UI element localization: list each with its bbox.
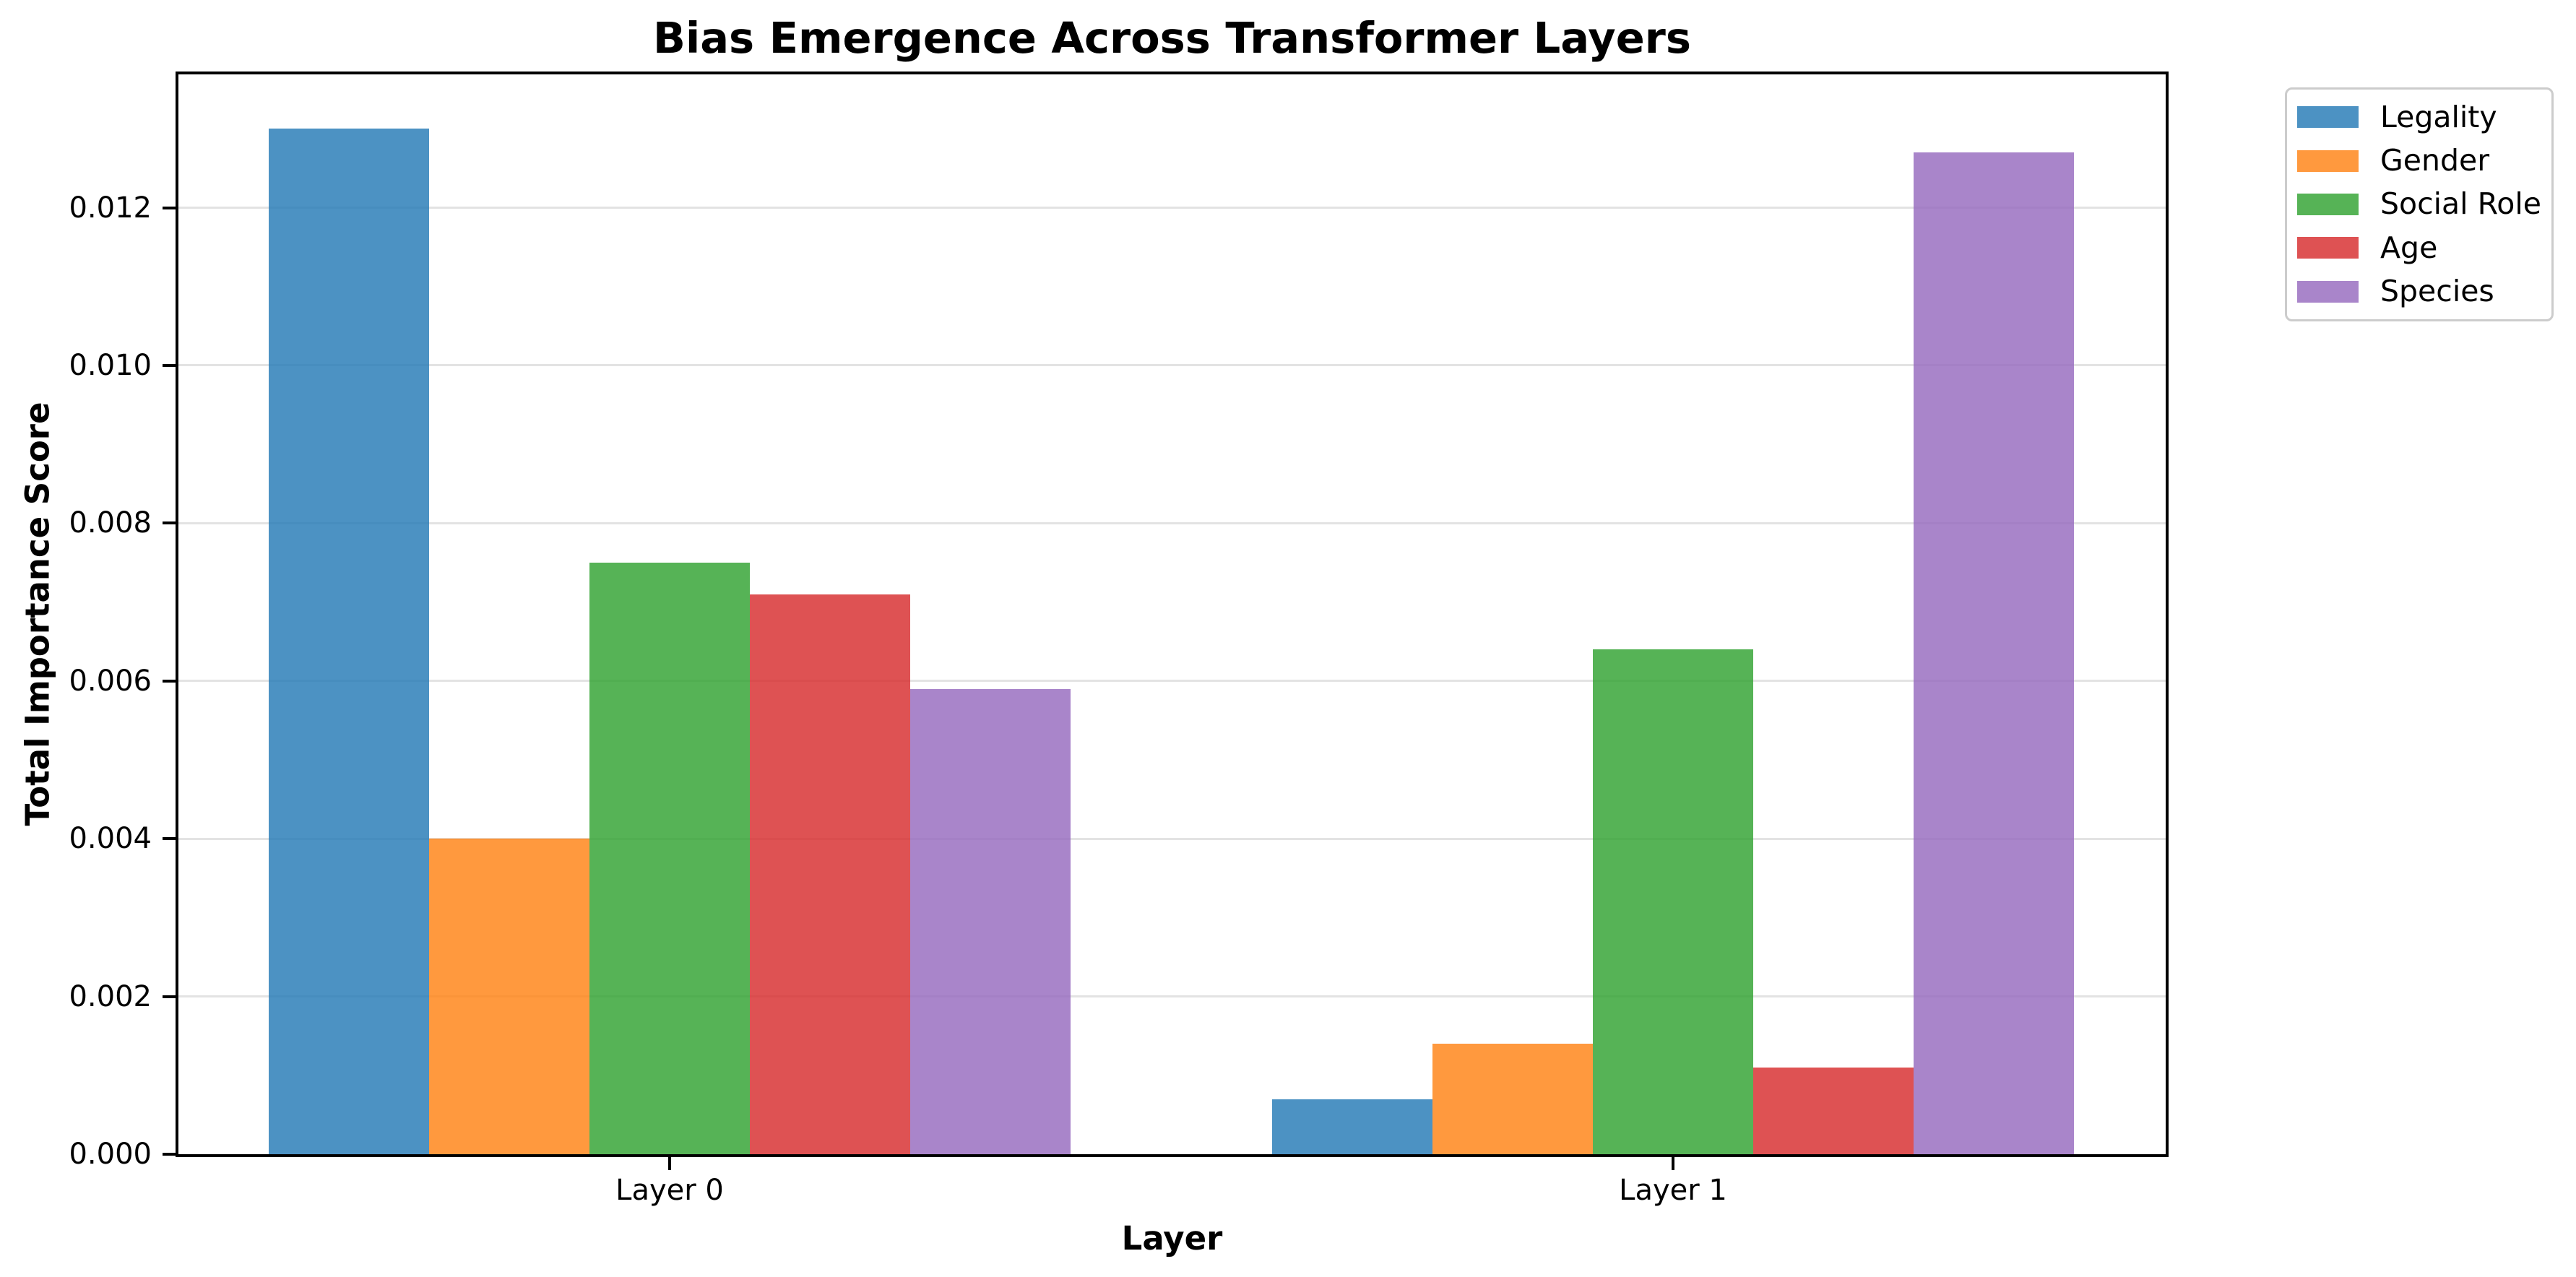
x-tick-label: Layer 0 (615, 1174, 724, 1207)
bar-legality-0 (269, 129, 429, 1154)
legend-swatch (2297, 106, 2359, 129)
y-tick-mark (163, 679, 176, 683)
y-tick-label: 0.010 (69, 348, 152, 382)
y-tick-mark (163, 206, 176, 209)
legend-label: Gender (2380, 143, 2490, 178)
legend-swatch (2297, 237, 2359, 259)
bar-age-1 (1753, 1067, 1914, 1154)
legend: Legality Gender Social Role Age Species (2285, 87, 2554, 321)
y-tick-label: 0.000 (69, 1138, 152, 1171)
x-tick-label: Layer 1 (1619, 1174, 1727, 1207)
legend-swatch (2297, 280, 2359, 303)
chart-title: Bias Emergence Across Transformer Layers (653, 13, 1691, 63)
bar-species-0 (910, 688, 1071, 1154)
legend-item: Social Role (2297, 189, 2551, 219)
x-axis-label: Layer (1121, 1219, 1223, 1257)
y-tick-label: 0.002 (69, 979, 152, 1013)
legend-item: Species (2297, 277, 2551, 306)
legend-item: Legality (2297, 99, 2551, 134)
y-tick-mark (163, 995, 176, 998)
legend-label: Social Role (2380, 186, 2541, 222)
bar-legality-1 (1272, 1099, 1432, 1154)
gridline (178, 364, 2166, 367)
legend-swatch (2297, 150, 2359, 172)
y-tick-label: 0.012 (69, 191, 152, 225)
y-tick-label: 0.004 (69, 822, 152, 856)
y-tick-label: 0.006 (69, 664, 152, 698)
legend-label: Age (2380, 230, 2438, 265)
bar-gender-1 (1432, 1044, 1593, 1154)
y-tick-mark (163, 837, 176, 841)
bar-species-1 (1914, 152, 2074, 1154)
plot-area (176, 72, 2169, 1157)
gridline (178, 837, 2166, 840)
y-tick-mark (163, 521, 176, 525)
gridline (178, 680, 2166, 683)
gridline (178, 521, 2166, 524)
bar-social-role-1 (1593, 649, 1753, 1154)
gridline (178, 995, 2166, 998)
legend-item: Gender (2297, 146, 2551, 176)
bar-social-role-0 (589, 562, 750, 1154)
y-tick-mark (163, 363, 176, 367)
legend-item: Age (2297, 233, 2551, 263)
gridline (178, 207, 2166, 209)
legend-label: Legality (2380, 99, 2497, 134)
y-tick-label: 0.008 (69, 506, 152, 540)
legend-swatch (2297, 193, 2359, 215)
legend-label: Species (2380, 274, 2494, 309)
y-tick-mark (163, 1153, 176, 1156)
x-tick-mark (668, 1157, 671, 1170)
bar-age-0 (750, 594, 910, 1154)
x-tick-mark (1672, 1157, 1674, 1170)
y-axis-label: Total Importance Score (18, 402, 57, 826)
bar-gender-0 (429, 839, 589, 1154)
